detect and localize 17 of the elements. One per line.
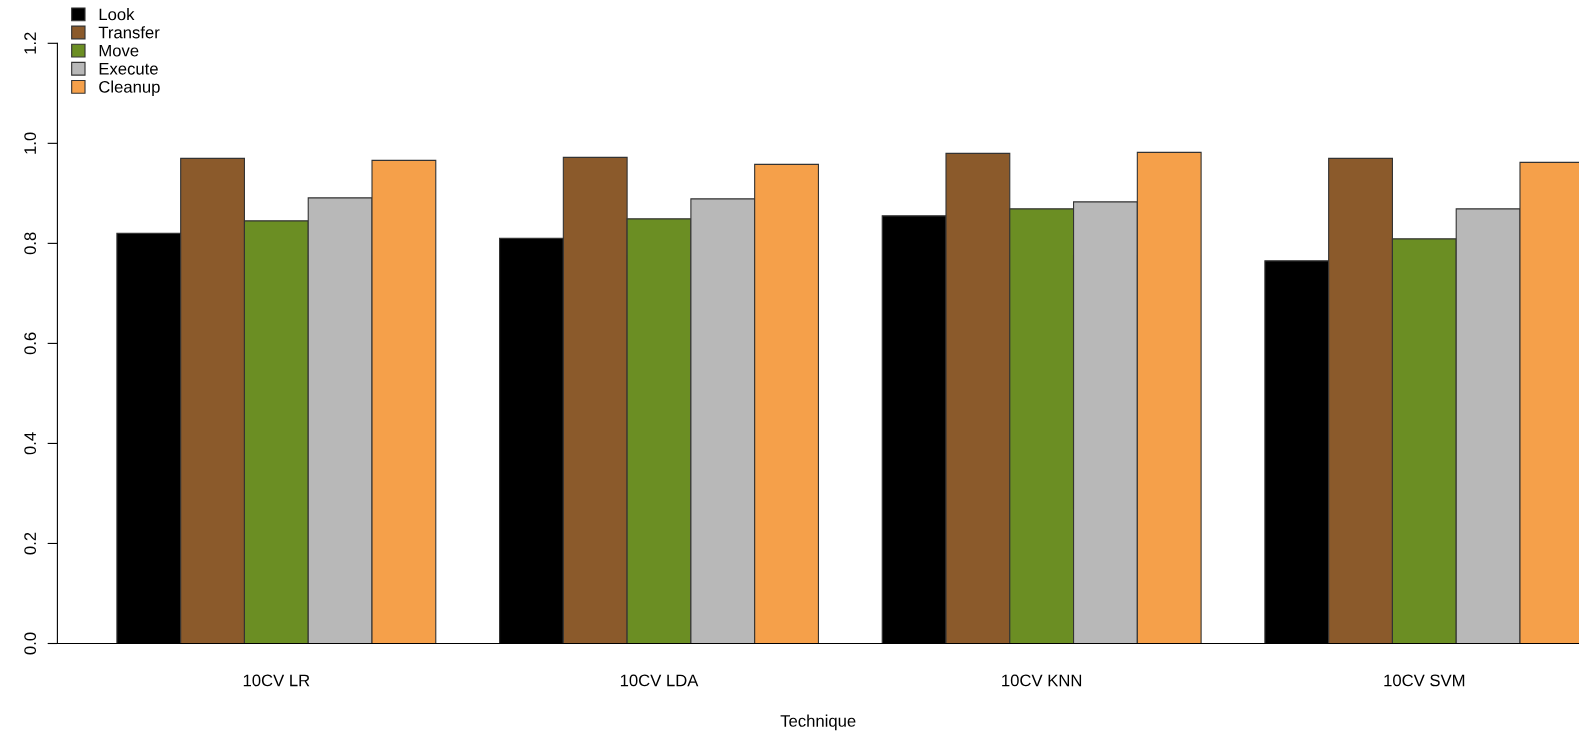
legend-label: Transfer bbox=[98, 26, 160, 39]
y-tick-label: 0.6 bbox=[24, 332, 37, 355]
x-tick-label: 10CV LDA bbox=[620, 674, 699, 687]
x-tick-label: 10CV SVM bbox=[1384, 674, 1465, 687]
legend-label: Cleanup bbox=[99, 80, 160, 97]
y-tick-label: 0.4 bbox=[24, 432, 37, 455]
legend-label: Execute bbox=[99, 63, 158, 75]
y-tick-label: 1.0 bbox=[24, 132, 37, 154]
x-tick-label: 10CV KNN bbox=[1002, 674, 1082, 687]
y-tick-label: 1.2 bbox=[24, 32, 36, 54]
legend-label: Move bbox=[99, 44, 139, 57]
y-tick-label: 0.0 bbox=[24, 632, 37, 655]
x-axis-title: Technique bbox=[780, 714, 856, 731]
y-tick-label: 0.8 bbox=[24, 232, 37, 255]
x-tick-label: 10CV LR bbox=[243, 674, 310, 687]
y-tick-label: 0.2 bbox=[24, 532, 37, 555]
legend-label: Look bbox=[99, 8, 135, 21]
